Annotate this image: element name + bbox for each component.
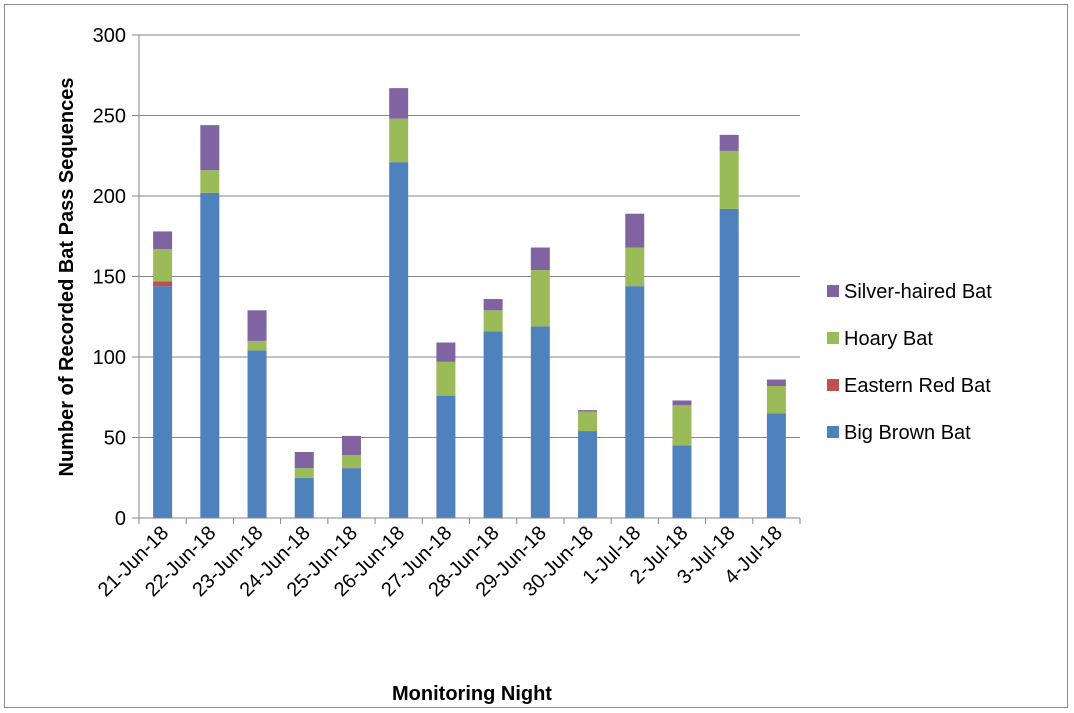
bar-segment-silver-haired-bat-10 <box>578 410 598 412</box>
bar-segment-eastern-red-bat-1 <box>153 281 173 287</box>
legend-swatch <box>827 285 839 297</box>
legend-label: Silver-haired Bat <box>844 281 992 303</box>
y-axis-title: Number of Recorded Bat Pass Sequences <box>56 77 78 476</box>
bar-segment-silver-haired-bat-13 <box>719 134 739 151</box>
bar-segment-big-brown-bat-13 <box>719 208 739 518</box>
bar-segment-hoary-bat-13 <box>719 150 739 209</box>
bar-segment-hoary-bat-11 <box>625 247 645 287</box>
y-tick-label: 200 <box>93 186 126 208</box>
y-tick-label: 250 <box>93 106 126 128</box>
legend: Silver-haired Bat Hoary Bat Eastern Red Ba… <box>827 281 992 444</box>
bar-segment-big-brown-bat-14 <box>766 413 786 518</box>
bar-segment-big-brown-bat-6 <box>389 162 409 518</box>
bar-segment-silver-haired-bat-1 <box>153 231 173 250</box>
bar-segment-big-brown-bat-9 <box>530 326 550 518</box>
bar-segment-big-brown-bat-7 <box>436 395 456 518</box>
bar-segment-hoary-bat-9 <box>530 270 550 327</box>
bar-segment-big-brown-bat-4 <box>294 477 314 518</box>
bar-segment-big-brown-bat-1 <box>153 286 173 518</box>
legend-label: Big Brown Bat <box>844 422 971 444</box>
y-tick-labels: 0 50 100 150 200 250 300 <box>93 25 126 530</box>
bar-segment-silver-haired-bat-7 <box>436 342 456 362</box>
bar-segment-silver-haired-bat-12 <box>672 400 692 406</box>
bar-segment-big-brown-bat-11 <box>625 286 645 518</box>
bar-segment-silver-haired-bat-4 <box>294 451 314 469</box>
bar-segment-silver-haired-bat-6 <box>389 88 409 119</box>
bar-segment-silver-haired-bat-2 <box>200 125 220 171</box>
y-tick-label: 100 <box>93 347 126 369</box>
bar-segment-big-brown-bat-3 <box>247 350 267 518</box>
bar-segment-big-brown-bat-12 <box>672 445 692 518</box>
legend-label: Hoary Bat <box>844 328 933 350</box>
bar-segment-big-brown-bat-5 <box>341 468 361 518</box>
bar-segment-hoary-bat-8 <box>483 310 503 332</box>
legend-swatch <box>827 426 839 438</box>
bar-segment-hoary-bat-2 <box>200 170 220 193</box>
bar-segment-big-brown-bat-10 <box>578 431 598 518</box>
bar-segment-silver-haired-bat-3 <box>247 310 267 341</box>
bar-segment-hoary-bat-12 <box>672 405 692 446</box>
x-axis-title: Monitoring Night <box>392 683 552 705</box>
bar-segment-hoary-bat-5 <box>341 455 361 469</box>
bar-segment-big-brown-bat-2 <box>200 192 220 518</box>
bar-segment-silver-haired-bat-9 <box>530 247 550 271</box>
legend-label: Eastern Red Bat <box>844 375 991 397</box>
y-tick-label: 150 <box>93 267 126 289</box>
bar-segment-big-brown-bat-8 <box>483 331 503 518</box>
bar-segment-silver-haired-bat-5 <box>341 435 361 456</box>
bar-segment-hoary-bat-7 <box>436 361 456 396</box>
legend-swatch <box>827 379 839 391</box>
bar-segment-hoary-bat-4 <box>294 468 314 478</box>
bar-segment-silver-haired-bat-11 <box>625 213 645 248</box>
bar-segment-silver-haired-bat-14 <box>766 379 786 386</box>
bar-segment-hoary-bat-14 <box>766 385 786 414</box>
bar-segment-hoary-bat-6 <box>389 118 409 163</box>
y-tick-label: 300 <box>93 25 126 47</box>
axes <box>138 35 800 519</box>
bar-segment-hoary-bat-3 <box>247 340 267 351</box>
bar-segment-hoary-bat-10 <box>578 411 598 432</box>
bar-segment-silver-haired-bat-8 <box>483 299 503 311</box>
y-tick-label: 0 <box>115 508 126 530</box>
x-tick-labels: 21-Jun-1822-Jun-1823-Jun-1824-Jun-1825-J… <box>94 522 787 601</box>
bar-segment-hoary-bat-1 <box>153 249 173 282</box>
legend-swatch <box>827 332 839 344</box>
bars <box>153 88 786 518</box>
y-tick-label: 50 <box>104 428 126 450</box>
gridlines <box>132 34 801 524</box>
